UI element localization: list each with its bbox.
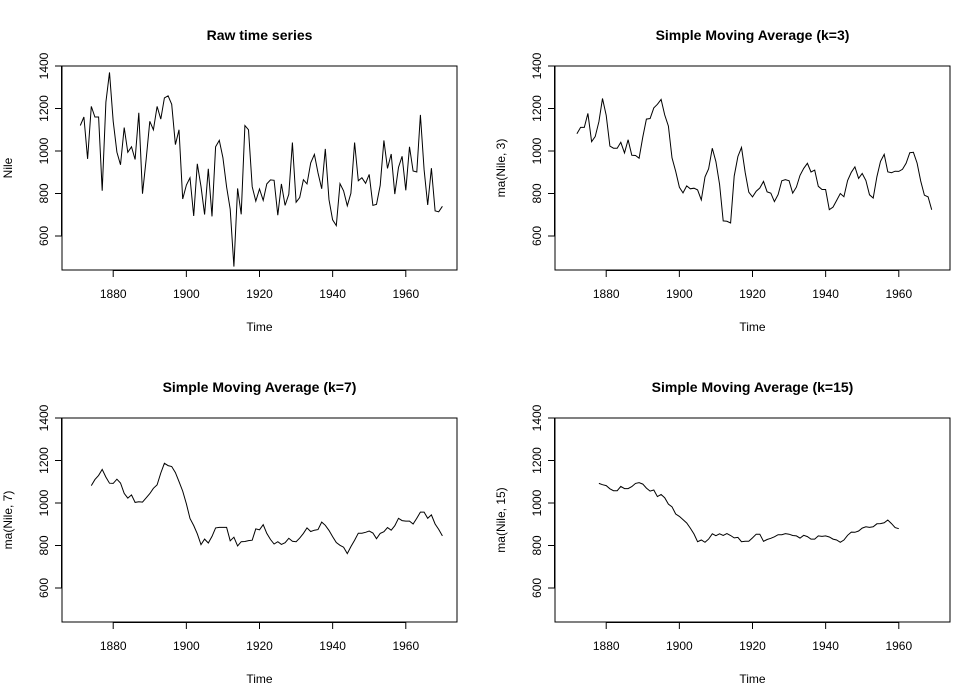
y-axis: 600 800 1000 1200 1400 (530, 404, 555, 598)
x-axis: 1880 1900 1920 1940 1960 (593, 270, 912, 301)
x-axis: 1880 1900 1920 1940 1960 (100, 270, 419, 301)
y-tick-label: 800 (530, 183, 544, 203)
y-axis-label: ma(Nile, 7) (1, 491, 15, 550)
y-tick-label: 1400 (37, 52, 51, 79)
chart-title: Simple Moving Average (k=15) (652, 379, 854, 395)
y-tick-label: 1400 (37, 404, 51, 431)
x-tick-label: 1920 (246, 287, 273, 301)
series-line (576, 98, 933, 224)
x-tick-label: 1900 (666, 639, 693, 653)
y-axis-label: ma(Nile, 15) (494, 487, 508, 552)
x-tick-label: 1940 (319, 639, 346, 653)
x-tick-label: 1940 (812, 639, 839, 653)
y-tick-label: 1200 (37, 447, 51, 474)
y-tick-label: 1200 (37, 95, 51, 122)
x-tick-label: 1960 (885, 639, 912, 653)
x-tick-label: 1900 (173, 287, 200, 301)
x-tick-label: 1920 (246, 639, 273, 653)
x-axis: 1880 1900 1920 1940 1960 (593, 622, 912, 653)
x-tick-label: 1900 (666, 287, 693, 301)
series-line (598, 482, 899, 543)
x-tick-label: 1960 (392, 287, 419, 301)
chart-title: Simple Moving Average (k=3) (656, 27, 850, 43)
chart-panel-3: Simple Moving Average (k=7)1880 1900 1920 1… (1, 379, 458, 686)
y-tick-label: 1200 (530, 95, 544, 122)
chart-panel-2: Simple Moving Average (k=3)1880 1900 1920 1… (494, 27, 951, 334)
y-tick-label: 1000 (37, 489, 51, 516)
x-tick-label: 1960 (392, 639, 419, 653)
y-tick-label: 1000 (37, 137, 51, 164)
chart-panel-4: Simple Moving Average (k=15) 1880 1900 1920… (494, 379, 951, 686)
x-axis-label: Time (739, 320, 766, 334)
chart-title: Simple Moving Average (k=7) (163, 379, 357, 395)
series-line (90, 462, 443, 555)
chart-panel-1: Raw time series 1880 1900 1920 1940 1960 600 80… (1, 27, 458, 334)
y-tick-label: 1000 (530, 489, 544, 516)
y-axis: 600 800 1000 1200 1400 (37, 52, 62, 246)
y-tick-label: 800 (37, 535, 51, 555)
y-tick-label: 1200 (530, 447, 544, 474)
x-tick-label: 1880 (100, 639, 127, 653)
x-tick-label: 1880 (100, 287, 127, 301)
y-axis-label: ma(Nile, 3) (494, 139, 508, 198)
series-line (79, 72, 443, 267)
y-tick-label: 600 (37, 578, 51, 598)
x-tick-label: 1880 (593, 287, 620, 301)
x-axis: 1880 1900 1920 1940 1960 (100, 622, 419, 653)
x-tick-label: 1920 (739, 639, 766, 653)
y-tick-label: 600 (530, 578, 544, 598)
y-tick-label: 1400 (530, 52, 544, 79)
y-tick-label: 1000 (530, 137, 544, 164)
x-tick-label: 1880 (593, 639, 620, 653)
x-axis-label: Time (739, 672, 766, 686)
x-axis-label: Time (246, 320, 273, 334)
chart-title: Raw time series (207, 27, 313, 43)
y-tick-label: 800 (37, 183, 51, 203)
y-tick-label: 600 (530, 226, 544, 246)
y-tick-label: 600 (37, 226, 51, 246)
x-tick-label: 1940 (319, 287, 346, 301)
x-tick-label: 1960 (885, 287, 912, 301)
x-axis-label: Time (246, 672, 273, 686)
y-tick-label: 1400 (530, 404, 544, 431)
y-axis: 600 800 1000 1200 1400 (37, 404, 62, 598)
y-axis: 600 800 1000 1200 1400 (530, 52, 555, 246)
x-tick-label: 1940 (812, 287, 839, 301)
x-tick-label: 1920 (739, 287, 766, 301)
y-axis-label: Nile (1, 157, 15, 178)
x-tick-label: 1900 (173, 639, 200, 653)
y-tick-label: 800 (530, 535, 544, 555)
